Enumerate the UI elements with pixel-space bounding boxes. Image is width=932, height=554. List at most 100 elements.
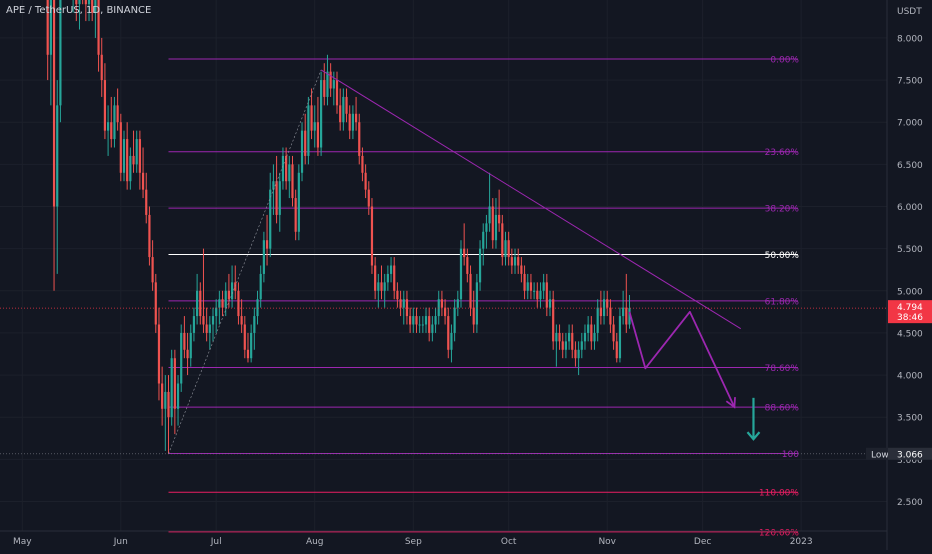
candle-body bbox=[364, 172, 367, 190]
symbol-title[interactable]: APE / TetherUS, 1D, BINANCE bbox=[6, 5, 152, 16]
price-axis-currency: USDT bbox=[897, 7, 922, 17]
candle-body bbox=[615, 341, 618, 359]
candle-body bbox=[558, 332, 561, 342]
low-tag-bg bbox=[866, 447, 887, 460]
candle-body bbox=[307, 105, 310, 156]
price-tick-label: 5.500 bbox=[897, 245, 923, 255]
candle-body bbox=[587, 324, 590, 333]
candle-body bbox=[237, 290, 240, 317]
candle-body bbox=[275, 181, 278, 215]
candle-body bbox=[533, 290, 536, 292]
candle-body bbox=[52, 0, 56, 207]
drawings[interactable] bbox=[168, 69, 761, 454]
rising-guide-line bbox=[168, 69, 322, 454]
candle-body bbox=[412, 316, 415, 325]
candle-body bbox=[421, 324, 424, 326]
candle-body bbox=[339, 105, 342, 123]
candle-body bbox=[351, 113, 354, 131]
fib-level-label: 61.80% bbox=[765, 297, 800, 307]
candle-body bbox=[285, 155, 288, 182]
candle-body bbox=[498, 214, 501, 224]
time-tick-label: Oct bbox=[501, 537, 517, 547]
down-arrow-head bbox=[746, 431, 761, 441]
candle-body bbox=[485, 223, 488, 232]
candle-body bbox=[472, 307, 475, 325]
price-tick-label: 3.500 bbox=[897, 414, 923, 424]
candle-body bbox=[278, 181, 281, 215]
candle-body bbox=[399, 299, 402, 308]
fib-level-label: 0.00% bbox=[770, 56, 799, 66]
candle-body bbox=[205, 324, 208, 333]
candle-body bbox=[161, 383, 164, 409]
candle-body bbox=[488, 206, 491, 224]
candle-body bbox=[151, 257, 154, 283]
candle-body bbox=[291, 164, 294, 199]
candle-body bbox=[510, 257, 513, 266]
projection-arrow-head bbox=[725, 397, 736, 409]
candle-body bbox=[520, 265, 523, 274]
candle-body bbox=[332, 80, 335, 89]
candle-body bbox=[459, 248, 463, 300]
candle-body bbox=[56, 105, 59, 207]
fib-level-label: 38.20% bbox=[765, 205, 800, 215]
candle-body bbox=[606, 299, 609, 308]
candle-body bbox=[164, 391, 167, 409]
last-price-tag bbox=[888, 300, 932, 324]
candle-body bbox=[583, 332, 587, 342]
candle-body bbox=[609, 307, 612, 325]
candle-body bbox=[246, 349, 250, 359]
candle-body bbox=[265, 240, 269, 249]
candle-body bbox=[567, 332, 571, 342]
candle-body bbox=[240, 316, 243, 325]
time-tick-label: Dec bbox=[694, 537, 711, 547]
candle-body bbox=[129, 155, 132, 182]
candle-body bbox=[141, 172, 145, 190]
candle-body bbox=[84, 0, 87, 5]
candle-body bbox=[383, 282, 386, 291]
candle-body bbox=[507, 240, 510, 258]
candle-body bbox=[132, 155, 135, 165]
candle-body bbox=[138, 139, 141, 173]
candle-body bbox=[119, 122, 122, 173]
candle-body bbox=[49, 0, 52, 55]
last-price-countdown: 38:46 bbox=[897, 313, 923, 323]
candle-body bbox=[456, 299, 459, 308]
time-axis[interactable]: May Jun Jul Aug Sep Oct Nov Dec 2023 bbox=[0, 530, 887, 547]
candle-body bbox=[46, 0, 49, 55]
candle-body bbox=[110, 122, 113, 140]
candle-body bbox=[361, 155, 364, 173]
candle-body bbox=[342, 96, 345, 123]
candle-body bbox=[59, 0, 62, 106]
price-axis[interactable]: USDT 8.000 7.500 7.000 6.500 6.000 5.500 5.000… bbox=[886, 0, 932, 550]
candle-body bbox=[87, 0, 91, 5]
candle-body bbox=[545, 282, 548, 308]
candle-body bbox=[466, 257, 469, 274]
candle-body bbox=[113, 105, 116, 140]
candle-body bbox=[335, 80, 339, 106]
price-tick-label: 6.000 bbox=[897, 203, 923, 213]
candle-body bbox=[526, 282, 529, 291]
candle-body bbox=[262, 240, 265, 274]
candle-body bbox=[552, 299, 555, 342]
candle-body bbox=[320, 80, 323, 148]
fib-level-label: 100 bbox=[782, 450, 799, 460]
time-tick-label: Sep bbox=[405, 537, 422, 547]
candle-body bbox=[294, 198, 297, 232]
candle-body bbox=[183, 332, 186, 350]
candle-body bbox=[523, 273, 526, 291]
projection-path bbox=[628, 310, 736, 408]
candle-body bbox=[221, 299, 224, 308]
time-tick-label: May bbox=[13, 537, 32, 547]
candle-body bbox=[243, 324, 246, 350]
candle-body bbox=[415, 316, 418, 325]
candle-body bbox=[227, 290, 231, 300]
candle-body bbox=[367, 189, 370, 207]
time-tick-label: Nov bbox=[598, 537, 616, 547]
candle-body bbox=[577, 349, 580, 359]
candle-body bbox=[157, 324, 161, 384]
candles bbox=[46, 0, 631, 454]
candle-body bbox=[513, 257, 517, 266]
price-tick-label: 7.500 bbox=[897, 77, 923, 87]
